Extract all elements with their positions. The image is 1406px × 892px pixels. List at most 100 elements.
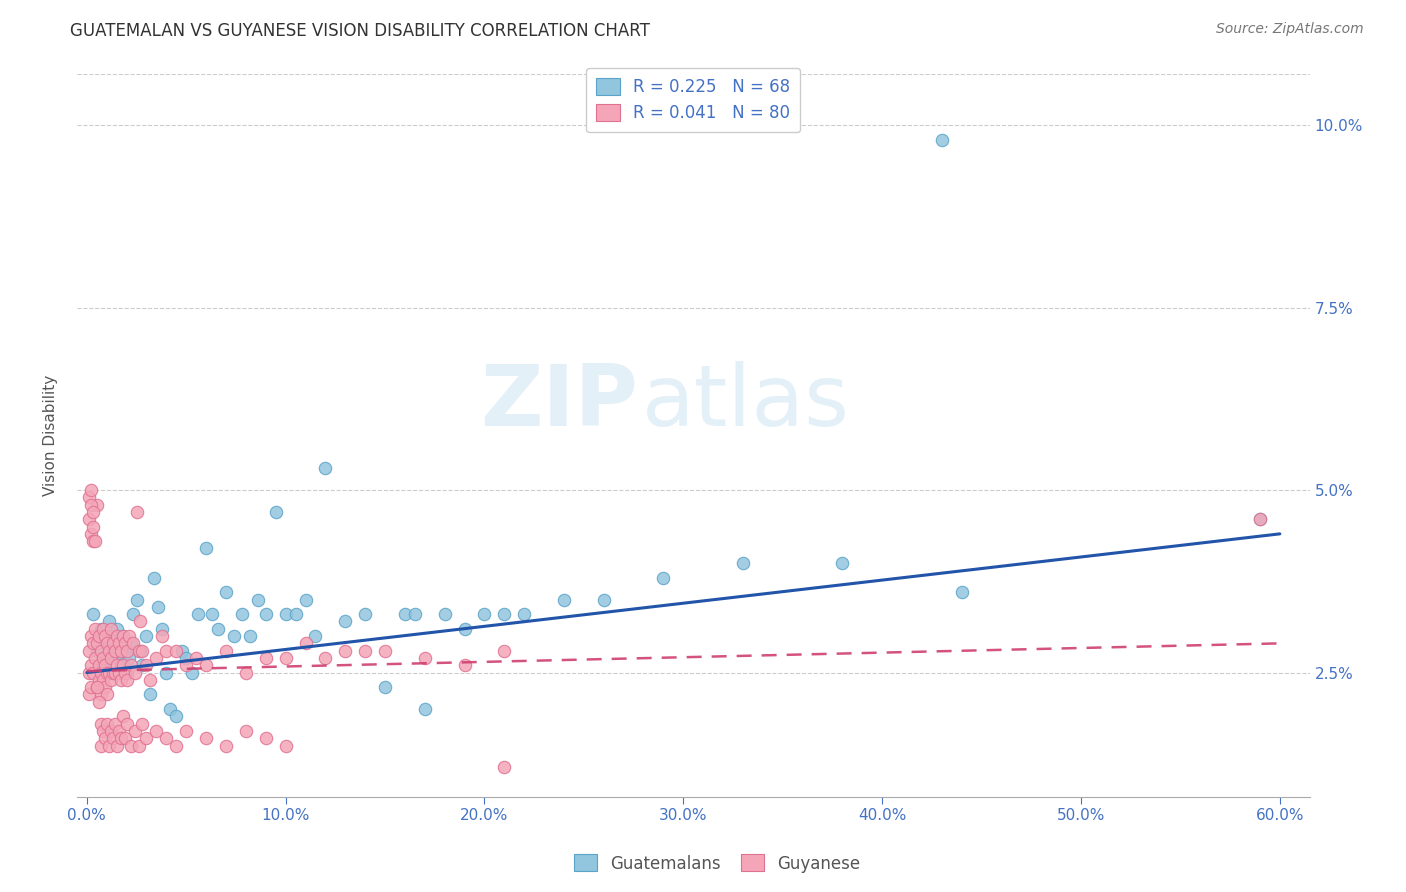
Point	[120, 739, 142, 753]
Point	[90, 622, 112, 636]
Point	[107, 651, 129, 665]
Point	[155, 665, 177, 680]
Point	[124, 723, 146, 738]
Point	[215, 739, 238, 753]
Point	[77, 643, 100, 657]
Point	[284, 607, 307, 622]
Point	[104, 665, 127, 680]
Point	[82, 636, 104, 650]
Y-axis label: Vision Disability: Vision Disability	[44, 375, 58, 496]
Point	[125, 592, 148, 607]
Point	[83, 534, 105, 549]
Point	[239, 629, 262, 643]
Point	[100, 673, 122, 687]
Point	[90, 688, 112, 702]
Point	[91, 673, 114, 687]
Point	[111, 658, 134, 673]
Point	[83, 651, 105, 665]
Point	[100, 651, 122, 665]
Point	[96, 651, 118, 665]
Point	[139, 688, 162, 702]
Point	[121, 636, 143, 650]
Point	[97, 643, 120, 657]
Point	[86, 680, 108, 694]
Point	[93, 680, 115, 694]
Point	[131, 643, 153, 657]
Point	[82, 665, 104, 680]
Point	[413, 702, 436, 716]
Point	[100, 723, 122, 738]
Point	[114, 731, 136, 746]
Point	[404, 607, 426, 622]
Point	[186, 651, 208, 665]
Point	[101, 731, 124, 746]
Point	[105, 622, 128, 636]
Point	[80, 498, 103, 512]
Point	[652, 571, 675, 585]
Point	[246, 592, 269, 607]
Point	[117, 651, 139, 665]
Point	[114, 636, 136, 650]
Point	[77, 512, 100, 526]
Point	[111, 709, 134, 723]
Point	[235, 665, 257, 680]
Point	[181, 665, 204, 680]
Point	[121, 607, 143, 622]
Point	[107, 636, 129, 650]
Point	[254, 607, 277, 622]
Point	[82, 519, 104, 533]
Point	[115, 673, 138, 687]
Point	[335, 615, 357, 629]
Point	[1249, 512, 1271, 526]
Point	[105, 658, 128, 673]
Point	[115, 643, 138, 657]
Point	[1249, 512, 1271, 526]
Point	[354, 643, 377, 657]
Point	[111, 629, 134, 643]
Point	[831, 556, 853, 570]
Point	[374, 680, 396, 694]
Point	[731, 556, 754, 570]
Point	[110, 731, 132, 746]
Point	[83, 622, 105, 636]
Point	[453, 658, 475, 673]
Point	[150, 622, 173, 636]
Point	[274, 607, 297, 622]
Point	[129, 615, 152, 629]
Point	[82, 534, 104, 549]
Point	[433, 607, 456, 622]
Point	[91, 622, 114, 636]
Point	[120, 636, 142, 650]
Point	[96, 665, 118, 680]
Point	[165, 709, 187, 723]
Point	[235, 723, 257, 738]
Point	[87, 673, 110, 687]
Point	[131, 716, 153, 731]
Point	[135, 658, 157, 673]
Point	[187, 607, 209, 622]
Point	[82, 607, 104, 622]
Point	[107, 665, 129, 680]
Point	[222, 629, 245, 643]
Point	[115, 716, 138, 731]
Point	[129, 643, 152, 657]
Point	[86, 680, 108, 694]
Point	[931, 133, 953, 147]
Point	[215, 643, 238, 657]
Point	[87, 629, 110, 643]
Point	[90, 739, 112, 753]
Point	[494, 760, 516, 774]
Point	[104, 716, 127, 731]
Text: GUATEMALAN VS GUYANESE VISION DISABILITY CORRELATION CHART: GUATEMALAN VS GUYANESE VISION DISABILITY…	[70, 22, 650, 40]
Point	[82, 505, 104, 519]
Point	[474, 607, 496, 622]
Point	[165, 643, 187, 657]
Point	[155, 731, 177, 746]
Point	[96, 688, 118, 702]
Point	[374, 643, 396, 657]
Point	[150, 629, 173, 643]
Point	[394, 607, 416, 622]
Point	[93, 629, 115, 643]
Point	[86, 636, 108, 650]
Point	[131, 658, 153, 673]
